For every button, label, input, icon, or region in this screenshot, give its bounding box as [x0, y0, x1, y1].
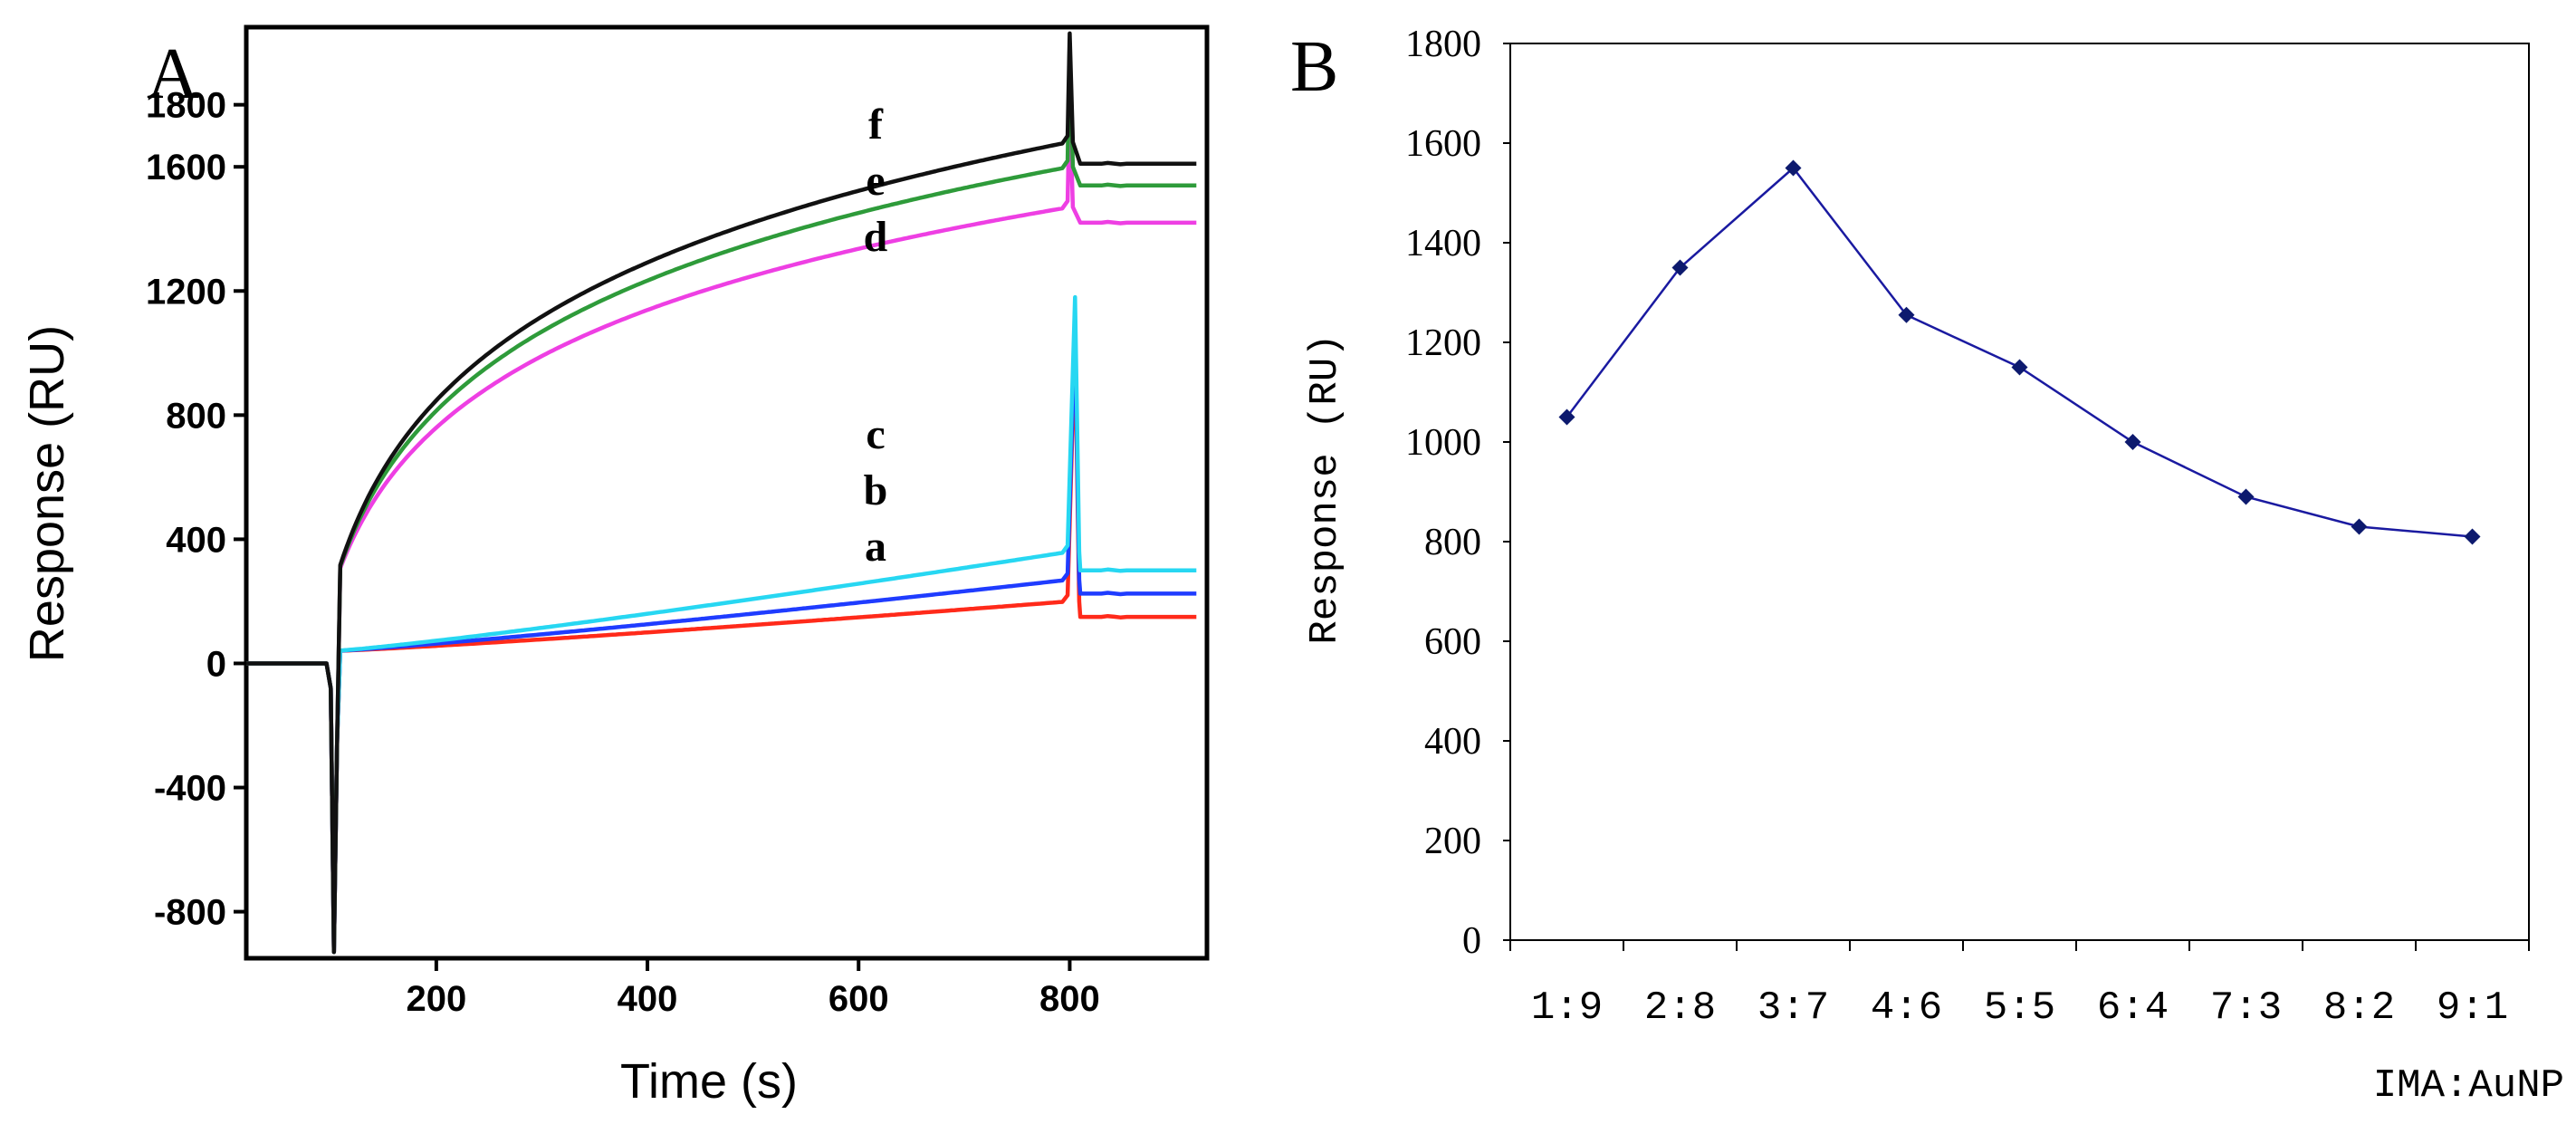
b-y-tick-label: 1400 — [1405, 223, 1481, 264]
panel-a-y-axis-label: Response (RU) — [20, 325, 74, 662]
a-y-tick-label: -800 — [154, 893, 226, 933]
panel-a-x-axis-label: Time (s) — [620, 1054, 798, 1109]
a-curve-label-a: a — [865, 523, 886, 571]
panel-b-chart: B 0 200 400 600 800 1000 1200 1400 1600 1800 1:9 2… — [1290, 24, 2564, 1109]
a-y-tick-label: 800 — [166, 396, 226, 436]
a-x-tick-label: 600 — [828, 979, 889, 1019]
b-data-point — [2124, 434, 2141, 450]
panel-b-y-axis-label: Response (RU) — [1303, 333, 1348, 644]
a-y-tick-label: 0 — [206, 644, 226, 684]
a-x-tick-label: 400 — [618, 979, 678, 1019]
b-y-tick-label: 0 — [1462, 920, 1481, 962]
b-x-tick-label: 6:4 — [2097, 985, 2169, 1031]
b-y-tick-label: 1000 — [1405, 422, 1481, 464]
b-y-tick-label: 1200 — [1405, 322, 1481, 364]
a-curve-label-e: e — [866, 157, 885, 205]
panel-a-chart: A -800 -400 0 400 800 1200 1600 1800 200 400 600 8… — [20, 24, 1210, 1109]
b-x-tick-label: 9:1 — [2437, 985, 2508, 1031]
a-curve-label-d: d — [864, 213, 888, 261]
a-curve-e — [246, 40, 1197, 955]
panel-b-letter: B — [1290, 27, 1338, 107]
panel-a-curve-labels: fed cba — [864, 101, 888, 571]
b-data-point — [2237, 488, 2255, 505]
panel-b-x-ticks: 1:9 2:8 3:7 4:6 5:5 6:4 7:3 8:2 9:1 — [1509, 940, 2530, 1031]
b-y-tick-label: 800 — [1424, 522, 1481, 563]
a-x-tick-label: 800 — [1039, 979, 1100, 1019]
a-y-tick-label: -400 — [154, 769, 226, 809]
a-y-tick-label: 1800 — [146, 86, 226, 126]
b-y-tick-label: 200 — [1424, 821, 1481, 862]
a-y-tick-label: 1600 — [146, 148, 226, 187]
a-curve-label-f: f — [868, 101, 884, 149]
panel-a-x-ticks: 200 400 600 800 — [406, 958, 1100, 1019]
a-curve-label-c: c — [866, 410, 885, 458]
panel-a-letter: A — [147, 34, 199, 114]
b-series-line — [1566, 166, 2473, 538]
panel-b-x-axis-label: IMA:AuNP — [2373, 1063, 2564, 1109]
b-data-point — [2464, 528, 2481, 545]
b-y-tick-label: 600 — [1424, 621, 1481, 663]
b-x-tick-label: 1:9 — [1531, 985, 1603, 1031]
b-x-tick-label: 3:7 — [1757, 985, 1829, 1031]
panel-a-y-ticks: -800 -400 0 400 800 1200 1600 1800 — [146, 86, 246, 933]
a-y-tick-label: 400 — [166, 520, 226, 560]
panel-a-frame — [244, 24, 1210, 961]
a-curve-f — [246, 31, 1197, 955]
a-curve-label-b: b — [864, 466, 888, 514]
b-data-point — [2011, 359, 2028, 376]
b-data-point — [1898, 306, 1915, 323]
panel-b-series — [1558, 159, 2481, 545]
a-curve-c — [246, 294, 1197, 955]
b-data-point — [1671, 259, 1689, 276]
b-data-point — [2351, 518, 2368, 535]
a-curve-b — [246, 320, 1197, 955]
b-data-point — [1558, 408, 1575, 426]
b-x-tick-label: 2:8 — [1644, 985, 1716, 1031]
panel-b-frame — [1509, 43, 2530, 941]
panel-b-y-ticks: 0 200 400 600 800 1000 1200 1400 1600 1800 — [1405, 24, 1510, 962]
b-y-tick-label: 400 — [1424, 721, 1481, 763]
b-data-point — [1785, 159, 1802, 177]
b-x-tick-label: 4:6 — [1871, 985, 1942, 1031]
a-x-tick-label: 200 — [406, 979, 466, 1019]
a-curve-d — [246, 96, 1197, 955]
b-x-tick-label: 5:5 — [1984, 985, 2055, 1031]
b-y-tick-label: 1600 — [1405, 123, 1481, 165]
b-x-tick-label: 7:3 — [2210, 985, 2282, 1031]
b-x-tick-label: 8:2 — [2323, 985, 2395, 1031]
panel-a-curves — [246, 31, 1197, 955]
b-y-tick-label: 1800 — [1405, 24, 1481, 65]
a-y-tick-label: 1200 — [146, 272, 226, 312]
